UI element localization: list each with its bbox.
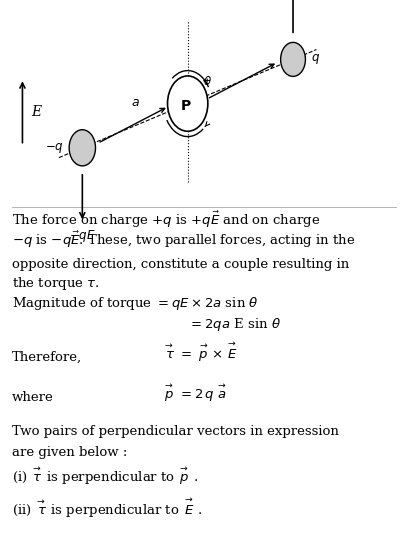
Text: E: E	[31, 105, 42, 119]
Text: (i) $\overset{\to}{\tau}$ is perpendicular to $\overset{\to}{p}$ .: (i) $\overset{\to}{\tau}$ is perpendicul…	[12, 465, 199, 487]
Text: $-q$ is $-q\vec{E}$. These, two parallel forces, acting in the: $-q$ is $-q\vec{E}$. These, two parallel…	[12, 230, 356, 250]
Text: $-qE$: $-qE$	[69, 228, 96, 244]
Circle shape	[281, 43, 306, 76]
Text: Two pairs of perpendicular vectors in expression: Two pairs of perpendicular vectors in ex…	[12, 425, 339, 438]
Text: where: where	[12, 391, 54, 404]
Text: The force on charge $+q$ is $+ q\vec{E}$ and on charge: The force on charge $+q$ is $+ q\vec{E}$…	[12, 209, 321, 230]
Text: $-q$: $-q$	[45, 141, 64, 155]
Circle shape	[69, 130, 95, 166]
Text: opposite direction, constitute a couple resulting in: opposite direction, constitute a couple …	[12, 258, 350, 271]
Text: $\theta$: $\theta$	[203, 75, 212, 88]
Text: $a$: $a$	[131, 96, 140, 109]
Circle shape	[168, 76, 208, 131]
Text: (ii) $\overset{\to}{\tau}$ is perpendicular to $\overset{\to}{E}$ .: (ii) $\overset{\to}{\tau}$ is perpendicu…	[12, 496, 203, 520]
Text: $\mathbf{P}$: $\mathbf{P}$	[180, 100, 191, 114]
Text: are given below :: are given below :	[12, 446, 128, 459]
Text: $\overset{\to}{p}\;=2\,q\,\overset{\to}{a}$: $\overset{\to}{p}\;=2\,q\,\overset{\to}{…	[163, 382, 227, 404]
Text: $\overset{\to}{\tau}\;=\;\overset{\to}{p}\times\overset{\to}{E}$: $\overset{\to}{\tau}\;=\;\overset{\to}{p…	[163, 340, 238, 364]
Text: the torque $\tau$.: the torque $\tau$.	[12, 275, 100, 292]
Text: Therefore,: Therefore,	[12, 351, 82, 364]
Text: $= 2qa$ E sin $\theta$: $= 2qa$ E sin $\theta$	[188, 316, 281, 333]
Text: $q$: $q$	[311, 53, 320, 67]
Text: Magnitude of torque $= qE \times 2a$ sin $\theta$: Magnitude of torque $= qE \times 2a$ sin…	[12, 296, 259, 312]
